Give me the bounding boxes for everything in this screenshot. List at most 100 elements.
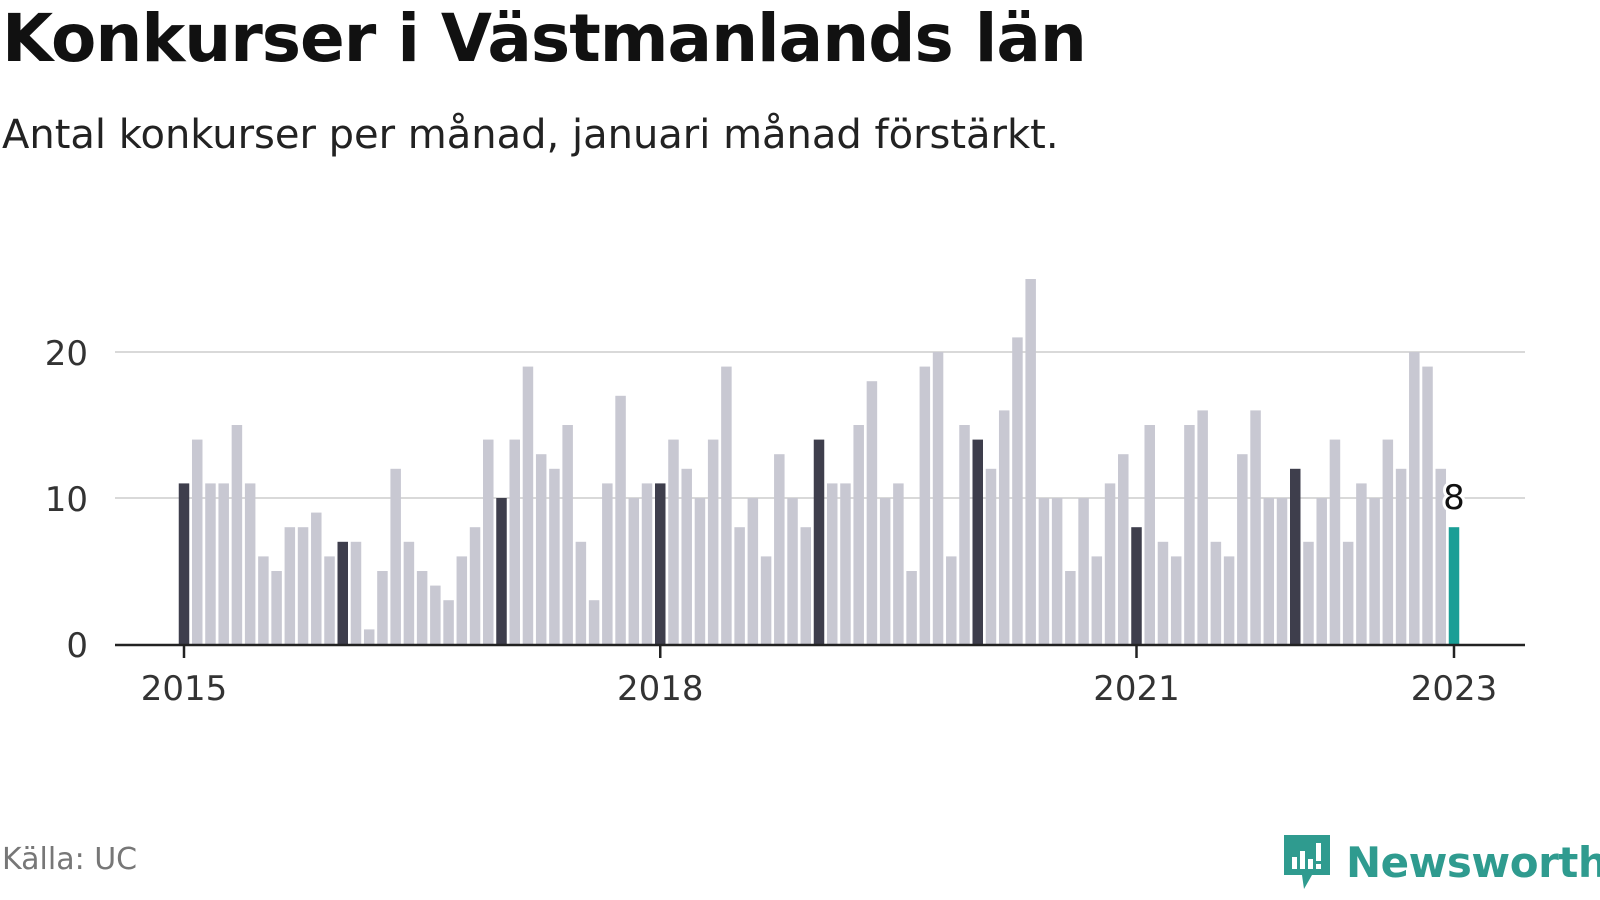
bar-2020-01 xyxy=(972,439,983,644)
bar-2022-06 xyxy=(1356,483,1367,644)
bar-2019-02 xyxy=(826,483,838,644)
bar-2015-12 xyxy=(324,556,335,644)
bar-2021-08 xyxy=(1223,556,1235,644)
bar-2018-07 xyxy=(734,527,745,644)
bar-2017-04 xyxy=(535,454,547,644)
bar-2022-04 xyxy=(1329,439,1341,644)
bar-2018-04 xyxy=(694,498,706,644)
bar-2018-06 xyxy=(721,366,732,644)
bar-2017-05 xyxy=(549,468,560,644)
y-tick-label-10: 10 xyxy=(45,480,88,520)
bar-2018-08 xyxy=(747,498,759,644)
bar-2022-11 xyxy=(1422,366,1433,644)
bar-2021-05 xyxy=(1184,425,1195,644)
bar-2019-09 xyxy=(919,366,931,644)
bar-2019-04 xyxy=(853,425,864,644)
bar-2021-06 xyxy=(1197,410,1208,644)
bar-2020-04 xyxy=(1012,337,1023,644)
bar-2017-01 xyxy=(496,498,507,644)
bar-2019-06 xyxy=(879,498,891,644)
bar-2017-10 xyxy=(615,395,626,644)
y-tick-label-0: 0 xyxy=(66,626,88,666)
bar-2019-10 xyxy=(932,352,944,644)
bar-2022-12 xyxy=(1435,468,1447,644)
y-axis-tick-labels: 0 10 20 xyxy=(45,334,88,666)
bar-2016-09 xyxy=(443,600,454,644)
bar-2019-08 xyxy=(906,571,917,644)
bar-2019-12 xyxy=(959,425,970,644)
bar-2016-04 xyxy=(377,571,388,644)
bar-2015-06 xyxy=(244,483,256,644)
chart-title: Konkurser i Västmanlands län xyxy=(2,0,1087,77)
bar-2015-05 xyxy=(231,425,243,644)
bar-2016-12 xyxy=(483,439,494,644)
bar-2016-03 xyxy=(363,629,375,644)
brand-logo[interactable]: Newsworthy xyxy=(1282,832,1600,892)
bar-2022-05 xyxy=(1342,541,1354,644)
bar-2022-10 xyxy=(1409,352,1420,644)
x-tick-label-2023: 2023 xyxy=(1411,669,1498,709)
bar-2015-07 xyxy=(258,556,269,644)
bar-2015-01 xyxy=(178,483,190,644)
bar-2020-02 xyxy=(985,468,997,644)
bar-2023-01 xyxy=(1448,527,1460,644)
x-axis-ticks: 2015 2018 2021 2023 xyxy=(141,645,1498,709)
bar-2021-03 xyxy=(1157,541,1169,644)
bar-2021-01 xyxy=(1131,527,1142,644)
bar-2018-11 xyxy=(787,498,798,644)
x-tick-label-2018: 2018 xyxy=(617,669,704,709)
bar-2018-01 xyxy=(655,483,666,644)
bar-2015-02 xyxy=(191,439,203,644)
bar-2020-10 xyxy=(1091,556,1103,644)
bar-2016-02 xyxy=(350,541,362,644)
bar-2018-12 xyxy=(800,527,812,644)
bar-2020-12 xyxy=(1118,454,1129,644)
bar-2017-09 xyxy=(602,483,613,644)
bar-2020-09 xyxy=(1078,498,1089,644)
bar-2022-09 xyxy=(1395,468,1407,644)
y-tick-label-20: 20 xyxy=(45,334,88,374)
bar-2017-06 xyxy=(562,425,573,644)
bar-2021-11 xyxy=(1263,498,1275,644)
bar-2016-01 xyxy=(337,541,348,644)
bar-2022-08 xyxy=(1382,439,1394,644)
bar-2020-03 xyxy=(998,410,1010,644)
bar-2016-06 xyxy=(403,541,415,644)
source-label: Källa: UC xyxy=(2,842,138,877)
bar-2016-10 xyxy=(456,556,468,644)
bar-2019-03 xyxy=(840,483,851,644)
bar-2017-11 xyxy=(628,498,640,644)
bar-2015-11 xyxy=(311,512,322,644)
newsworthy-logo-icon xyxy=(1284,835,1330,889)
bar-2016-05 xyxy=(390,468,401,644)
bar-2018-02 xyxy=(668,439,679,644)
bar-2018-09 xyxy=(760,556,772,644)
bar-2018-10 xyxy=(774,454,785,644)
bar-2019-07 xyxy=(893,483,904,644)
bar-2019-01 xyxy=(813,439,825,644)
bar-2020-06 xyxy=(1038,498,1050,644)
brand-name: Newsworthy xyxy=(1346,837,1600,887)
bar-2021-04 xyxy=(1170,556,1182,644)
bar-2022-07 xyxy=(1369,498,1380,644)
bar-2016-11 xyxy=(469,527,481,644)
bar-2017-07 xyxy=(575,541,587,644)
chart-subtitle: Antal konkurser per månad, januari månad… xyxy=(2,112,1059,158)
bar-2021-10 xyxy=(1250,410,1261,644)
bar-2020-11 xyxy=(1104,483,1116,644)
bar-2021-12 xyxy=(1276,498,1288,644)
bar-2020-07 xyxy=(1051,498,1063,644)
bar-2016-07 xyxy=(416,571,428,644)
bar-2015-10 xyxy=(297,527,309,644)
bar-2017-12 xyxy=(641,483,653,644)
bar-2022-01 xyxy=(1290,468,1301,644)
bar-2018-03 xyxy=(681,468,692,644)
bar-2022-02 xyxy=(1303,541,1314,644)
bar-chart: 0 10 20 2015 2018 2021 2023 8 xyxy=(45,279,1525,709)
bars xyxy=(178,279,1460,644)
bar-2021-07 xyxy=(1210,541,1222,644)
x-tick-label-2021: 2021 xyxy=(1093,669,1180,709)
bar-2016-08 xyxy=(430,585,441,644)
bar-2015-04 xyxy=(218,483,229,644)
latest-value-label: 8 xyxy=(1443,478,1465,518)
